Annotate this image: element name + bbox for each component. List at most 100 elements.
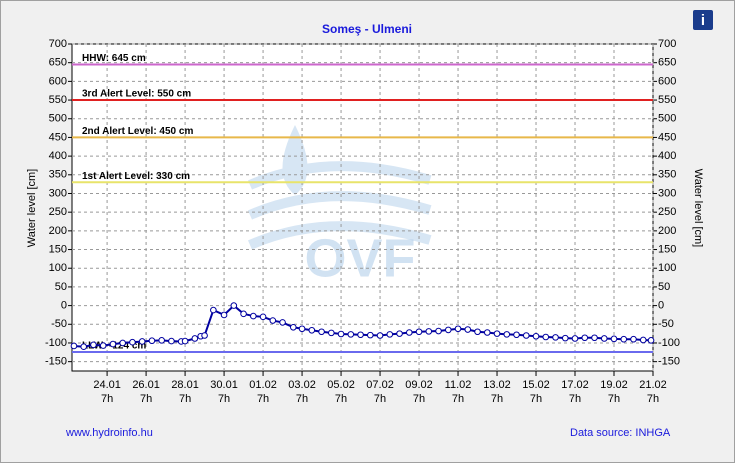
data-point (647, 337, 655, 344)
y2-tick-label: 0 (658, 300, 664, 312)
data-point (532, 332, 540, 340)
y2-tick-label: 450 (658, 131, 676, 143)
data-point (269, 317, 277, 324)
y2-tick-label: 650 (658, 57, 676, 69)
y-tick-label: -100 (45, 337, 67, 349)
x-tick-time: 7h (452, 393, 464, 405)
y2-tick-label: 200 (658, 225, 676, 237)
data-point (483, 329, 491, 336)
x-tick-time: 7h (101, 393, 113, 405)
reference-label: 1st Alert Level: 330 cm (82, 171, 190, 182)
x-tick-time: 7h (257, 393, 269, 405)
y-tick-label: 600 (49, 75, 67, 87)
y2-axis-label: Water level [cm] (692, 169, 704, 247)
y2-tick-label: 350 (658, 169, 676, 181)
y-tick-label: 450 (49, 131, 67, 143)
x-tick-time: 7h (647, 393, 659, 405)
data-point (191, 335, 199, 342)
footer-link[interactable]: www.hydroinfo.hu (65, 427, 153, 439)
data-point (168, 337, 175, 345)
y2-tick-label: 250 (658, 206, 676, 218)
data-point (581, 334, 589, 342)
data-point (522, 332, 530, 339)
y-tick-label: 650 (49, 57, 67, 69)
x-tick-label: 21.02 (639, 379, 667, 391)
y2-tick-label: 700 (658, 38, 676, 50)
plot-area (71, 43, 654, 372)
data-point (298, 325, 306, 333)
x-tick-label: 09.02 (405, 379, 433, 391)
x-tick-label: 30.01 (210, 379, 238, 391)
y-tick-label: 200 (49, 225, 67, 237)
x-tick-time: 7h (296, 393, 308, 405)
data-point (464, 326, 472, 333)
data-point (639, 336, 647, 344)
logo-text: OVF (304, 228, 415, 288)
y-tick-label: 100 (49, 262, 67, 274)
x-tick-label: 11.02 (445, 379, 472, 391)
data-point (240, 310, 247, 318)
x-tick-label: 13.02 (483, 379, 511, 391)
data-point (308, 326, 316, 334)
info-icon[interactable]: i (701, 12, 705, 29)
x-tick-time: 7h (140, 393, 152, 405)
data-point (201, 332, 208, 339)
y-tick-label: -50 (51, 318, 67, 330)
x-tick-time: 7h (374, 393, 386, 405)
x-tick-label: 05.02 (327, 379, 355, 391)
data-point (600, 335, 608, 342)
data-point (99, 342, 107, 349)
reference-label: 3rd Alert Level: 550 cm (82, 89, 191, 100)
data-point (396, 330, 403, 337)
data-point (376, 332, 384, 339)
y-tick-label: 50 (55, 281, 67, 293)
x-tick-label: 17.02 (561, 379, 589, 391)
x-tick-label: 19.02 (600, 379, 628, 391)
x-tick-time: 7h (530, 393, 542, 405)
y-tick-label: 500 (49, 113, 67, 125)
y2-tick-label: -150 (658, 356, 680, 368)
x-tick-time: 7h (491, 393, 503, 405)
x-tick-label: 24.01 (93, 379, 121, 391)
x-tick-label: 07.02 (366, 379, 394, 391)
y2-tick-label: -100 (658, 337, 680, 349)
data-point (230, 302, 238, 309)
info-button[interactable] (693, 10, 713, 30)
x-tick-time: 7h (335, 393, 347, 405)
data-point (148, 337, 156, 345)
data-point (138, 338, 146, 345)
x-tick-time: 7h (569, 393, 581, 405)
data-point (552, 334, 559, 341)
data-point (250, 312, 257, 320)
reference-label: 2nd Alert Level: 450 cm (82, 126, 193, 137)
data-point (347, 331, 355, 338)
data-point (337, 330, 345, 338)
data-point (90, 341, 97, 349)
data-point (259, 313, 267, 321)
y2-tick-label: 100 (658, 262, 676, 274)
data-point (630, 335, 637, 343)
data-point (493, 330, 501, 337)
y-tick-label: 550 (49, 94, 67, 106)
data-point (70, 342, 78, 350)
x-tick-time: 7h (608, 393, 620, 405)
data-point (425, 328, 433, 335)
x-tick-time: 7h (218, 393, 230, 405)
y2-tick-label: 400 (658, 150, 676, 162)
y-axis-label: Water level [cm] (26, 169, 38, 247)
data-point (415, 328, 423, 336)
x-tick-time: 7h (413, 393, 425, 405)
y-tick-label: 150 (49, 243, 67, 255)
reference-label: HHW: 645 cm (82, 53, 146, 64)
x-tick-label: 15.02 (522, 379, 550, 391)
y-tick-label: 300 (49, 187, 67, 199)
x-tick-label: 26.01 (132, 379, 160, 391)
data-point (119, 339, 126, 347)
data-point (474, 328, 481, 336)
data-point (366, 331, 374, 339)
data-point (513, 331, 520, 339)
footer-source: Data source: INHGA (570, 427, 671, 439)
data-point (591, 334, 598, 342)
y-tick-label: 0 (61, 300, 67, 312)
